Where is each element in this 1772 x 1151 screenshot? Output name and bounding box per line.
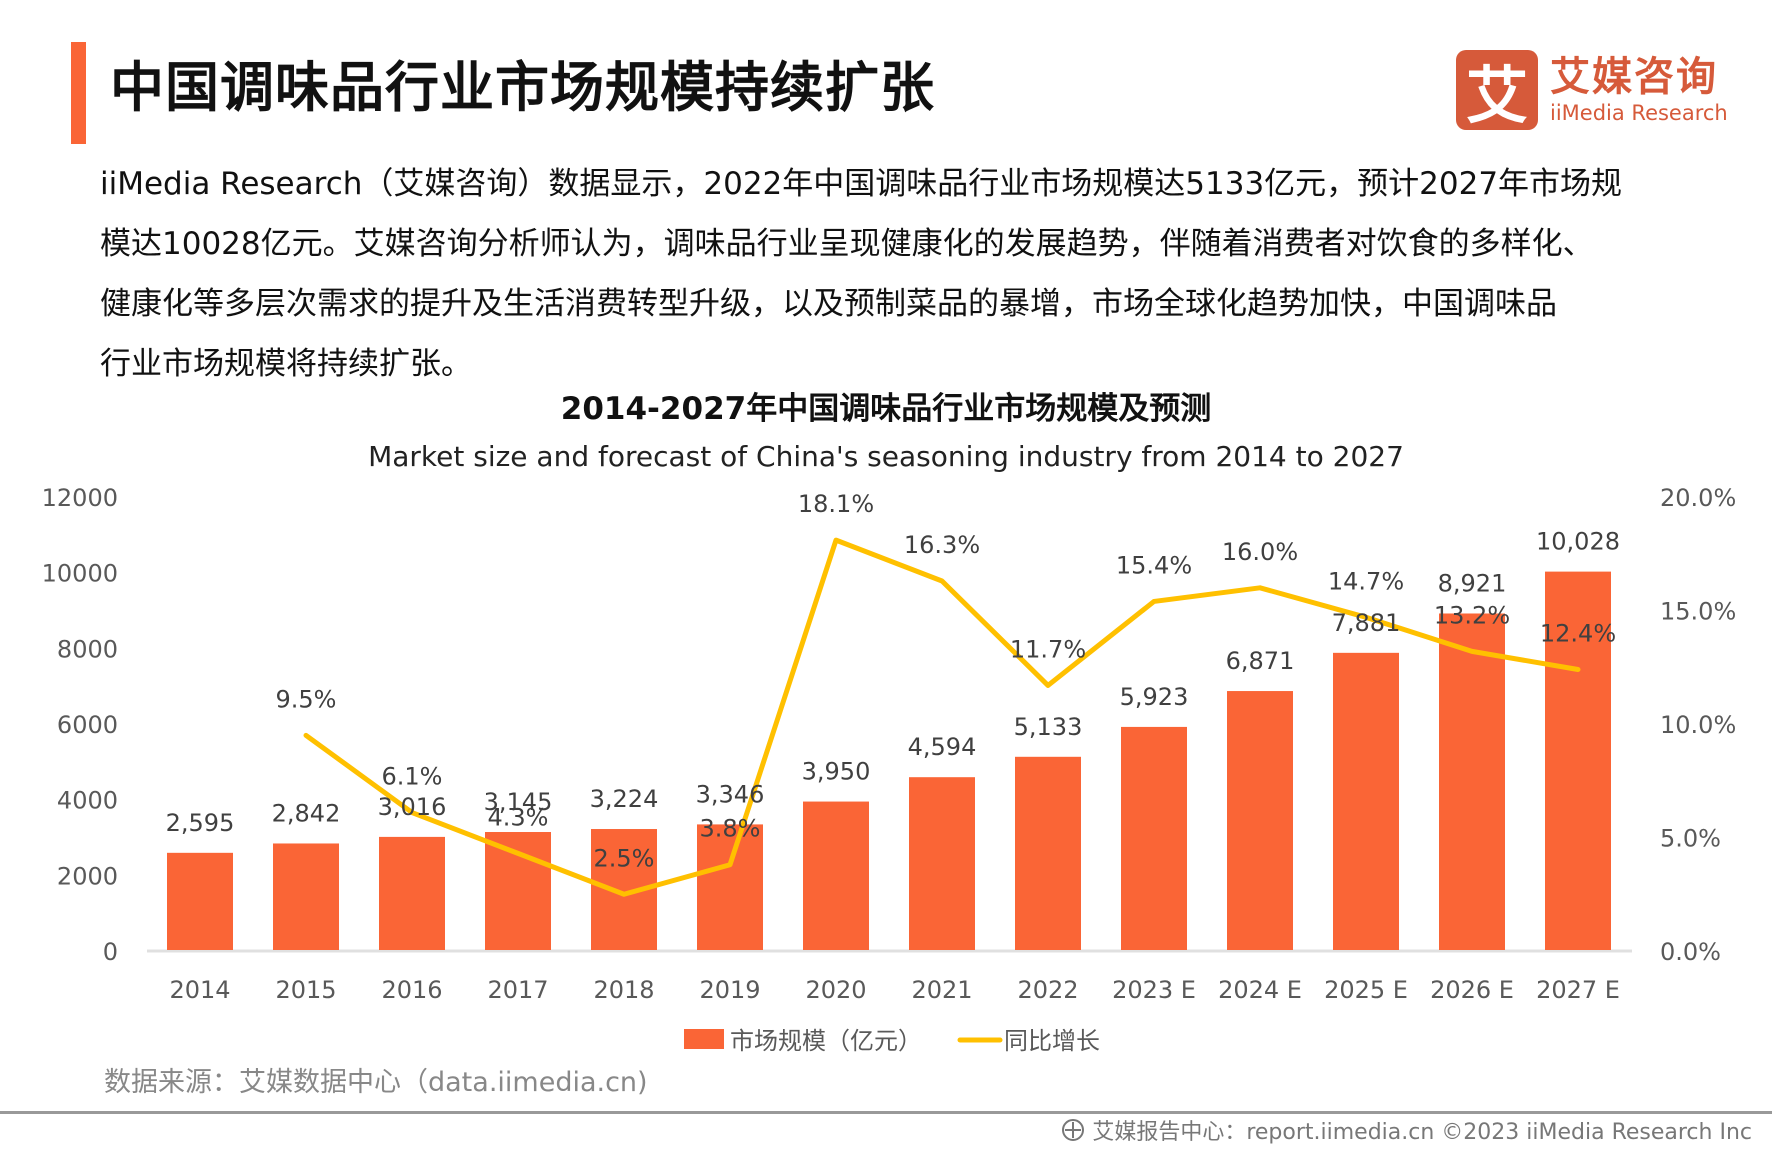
- line-data-label: 15.4%: [1116, 551, 1192, 579]
- bar-market-size: [697, 824, 763, 950]
- intro-line: 行业市场规模将持续扩张。: [100, 346, 472, 382]
- bar-market-size: [167, 852, 233, 950]
- intro-line: 健康化等多层次需求的提升及生活消费转型升级，以及预制菜品的暴增，市场全球化趋势加…: [100, 286, 1557, 322]
- line-data-label: 9.5%: [276, 685, 337, 713]
- line-data-label: 16.3%: [904, 531, 980, 559]
- intro-paragraph: iiMedia Research（艾媒咨询）数据显示，2022年中国调味品行业市…: [100, 154, 1700, 394]
- line-data-label: 3.8%: [700, 815, 761, 843]
- x-category-label: 2016: [381, 976, 442, 1004]
- line-data-label: 16.0%: [1222, 538, 1298, 566]
- bar-market-size: [1333, 652, 1399, 950]
- line-data-label: 2.5%: [594, 844, 655, 872]
- logo-mark-icon: 艾: [1456, 50, 1538, 132]
- bar-data-label: 4,594: [908, 733, 977, 761]
- line-data-label: 18.1%: [798, 490, 874, 518]
- x-category-label: 2017: [487, 976, 548, 1004]
- y-right-tick-label: 20.0%: [1660, 484, 1736, 512]
- bar-market-size: [1121, 726, 1187, 950]
- bar-market-size: [1227, 691, 1293, 950]
- bar-market-size: [485, 832, 551, 950]
- y-right-tick-label: 10.0%: [1660, 711, 1736, 739]
- bar-market-size: [1439, 613, 1505, 950]
- bar-data-label: 3,016: [378, 793, 447, 821]
- y-left-tick-label: 0: [103, 938, 118, 966]
- line-data-label: 11.7%: [1010, 635, 1086, 663]
- bar-data-label: 3,346: [696, 780, 765, 808]
- x-category-label: 2026 E: [1430, 976, 1514, 1004]
- x-category-label: 2014: [169, 976, 230, 1004]
- x-category-label: 2018: [593, 976, 654, 1004]
- bar-market-size: [1545, 571, 1611, 950]
- globe-icon: [1062, 1119, 1085, 1141]
- title-accent-bar: [71, 42, 86, 144]
- bar-data-label: 3,224: [590, 785, 659, 813]
- chart-subtitle: Market size and forecast of China's seas…: [368, 440, 1404, 473]
- line-data-label: 6.1%: [382, 763, 443, 791]
- footer-divider: [0, 1111, 1772, 1114]
- bar-market-size: [803, 801, 869, 950]
- legend-label-market-size: 市场规模（亿元）: [730, 1027, 922, 1055]
- line-data-label: 14.7%: [1328, 567, 1404, 595]
- y-left-tick-label: 2000: [57, 862, 118, 890]
- bar-data-label: 10,028: [1536, 528, 1620, 556]
- x-category-label: 2024 E: [1218, 976, 1302, 1004]
- x-category-label: 2020: [805, 976, 866, 1004]
- line-data-label: 12.4%: [1540, 620, 1616, 648]
- x-category-label: 2015: [275, 976, 336, 1004]
- x-category-label: 2022: [1017, 976, 1078, 1004]
- growth-line: [303, 537, 1581, 897]
- intro-line: 模达10028亿元。艾媒咨询分析师认为，调味品行业呈现健康化的发展趋势，伴随着消…: [100, 226, 1594, 262]
- bar-data-label: 6,871: [1226, 647, 1295, 675]
- bar-data-label: 8,921: [1438, 569, 1507, 597]
- page-title: 中国调味品行业市场规模持续扩张: [110, 56, 935, 119]
- x-category-label: 2019: [699, 976, 760, 1004]
- line-data-label: 4.3%: [488, 803, 549, 831]
- bar-data-label: 2,595: [166, 809, 235, 837]
- footer-text: 艾媒报告中心：report.iimedia.cn ©2023 iiMedia R…: [1092, 1120, 1752, 1145]
- y-left-tick-label: 6000: [57, 711, 118, 739]
- x-category-label: 2027 E: [1536, 976, 1620, 1004]
- x-category-label: 2025 E: [1324, 976, 1408, 1004]
- y-right-tick-label: 15.0%: [1660, 598, 1736, 626]
- bar-market-size: [1015, 756, 1081, 950]
- intro-line: iiMedia Research（艾媒咨询）数据显示，2022年中国调味品行业市…: [100, 166, 1623, 202]
- x-category-label: 2023 E: [1112, 976, 1196, 1004]
- y-left-tick-label: 10000: [42, 560, 118, 588]
- line-data-label: 13.2%: [1434, 601, 1510, 629]
- y-left-tick-label: 12000: [42, 484, 118, 512]
- bar-data-label: 5,133: [1014, 713, 1083, 741]
- bar-market-size: [909, 777, 975, 950]
- bar-market-size: [273, 843, 339, 950]
- logo-name-cn: 艾媒咨询: [1550, 54, 1718, 100]
- legend-swatch-market-size: [684, 1029, 724, 1049]
- bar-data-label: 7,881: [1332, 609, 1401, 637]
- x-category-label: 2021: [911, 976, 972, 1004]
- y-right-tick-label: 0.0%: [1660, 938, 1721, 966]
- iimedia-logo: 艾 艾媒咨询 iiMedia Research: [1456, 50, 1728, 132]
- footer: 艾媒报告中心：report.iimedia.cn ©2023 iiMedia R…: [1062, 1114, 1752, 1146]
- logo-name-en: iiMedia Research: [1550, 101, 1728, 125]
- bar-data-label: 5,923: [1120, 683, 1189, 711]
- chart-title: 2014-2027年中国调味品行业市场规模及预测: [560, 391, 1212, 427]
- bar-data-label: 2,842: [272, 799, 341, 827]
- legend-label-growth: 同比增长: [1004, 1027, 1100, 1055]
- bar-data-label: 3,950: [802, 758, 871, 786]
- bar-data-label: 3,145: [484, 788, 553, 816]
- y-right-tick-label: 5.0%: [1660, 825, 1721, 853]
- y-left-tick-label: 4000: [57, 787, 118, 815]
- y-left-tick-label: 8000: [57, 635, 118, 663]
- bar-market-size: [379, 836, 445, 950]
- data-source: 数据来源：艾媒数据中心（data.iimedia.cn): [104, 1067, 648, 1098]
